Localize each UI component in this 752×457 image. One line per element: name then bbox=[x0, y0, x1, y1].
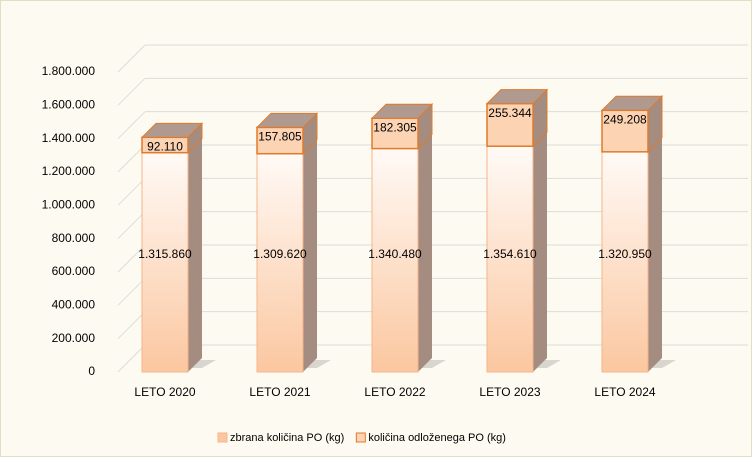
x-tick-label: LETO 2024 bbox=[594, 385, 655, 399]
grid-line-depth bbox=[117, 177, 146, 206]
y-tick-label: 1.800.000 bbox=[42, 64, 96, 78]
bar-side bbox=[648, 137, 662, 372]
bar bbox=[141, 152, 189, 373]
grid-line-depth bbox=[117, 244, 146, 273]
bar-top bbox=[485, 89, 549, 105]
y-tick-label: 1.000.000 bbox=[42, 198, 96, 212]
bar bbox=[371, 148, 419, 373]
y-tick-label: 1.400.000 bbox=[42, 131, 96, 145]
legend-swatch bbox=[355, 432, 366, 443]
data-label: 1.309.620 bbox=[253, 247, 307, 261]
grid-line-depth bbox=[117, 111, 146, 140]
legend-label: zbrana količina PO (kg) bbox=[230, 432, 344, 444]
grid-line-depth bbox=[117, 211, 146, 240]
grid-line-depth bbox=[117, 44, 146, 73]
bar bbox=[601, 151, 649, 373]
data-label: 157.805 bbox=[258, 130, 302, 144]
data-label: 1.354.610 bbox=[483, 247, 537, 261]
data-label: 249.208 bbox=[603, 112, 647, 126]
x-tick-label: LETO 2023 bbox=[479, 385, 540, 399]
data-label: 1.315.860 bbox=[138, 247, 192, 261]
bar-top bbox=[600, 95, 664, 111]
grid-line-depth bbox=[117, 344, 146, 373]
y-tick-label: 600.000 bbox=[52, 264, 96, 278]
y-tick-label: 0 bbox=[88, 364, 95, 378]
bar-side bbox=[533, 132, 547, 372]
y-tick-label: 400.000 bbox=[52, 298, 96, 312]
y-tick-label: 1.200.000 bbox=[42, 164, 96, 178]
data-label: 1.320.950 bbox=[598, 247, 652, 261]
grid-line-depth bbox=[117, 311, 146, 340]
bar-top bbox=[370, 103, 434, 119]
x-tick-label: LETO 2020 bbox=[134, 385, 195, 399]
data-label: 92.110 bbox=[147, 140, 183, 154]
grid-line-depth bbox=[117, 277, 146, 306]
data-label: 255.344 bbox=[488, 106, 532, 120]
y-tick-label: 200.000 bbox=[52, 331, 96, 345]
bar-top bbox=[255, 112, 319, 128]
bar bbox=[486, 145, 534, 373]
x-tick-label: LETO 2022 bbox=[364, 385, 425, 399]
data-label: 1.340.480 bbox=[368, 247, 422, 261]
y-tick-label: 1.600.000 bbox=[42, 98, 96, 112]
bar bbox=[256, 153, 304, 373]
x-tick-label: LETO 2021 bbox=[249, 385, 310, 399]
bar-side bbox=[303, 139, 317, 372]
legend-label: količina odloženega PO (kg) bbox=[368, 432, 506, 444]
bar-top bbox=[140, 122, 204, 138]
grid-line-depth bbox=[117, 77, 146, 106]
data-label: 182.305 bbox=[373, 120, 417, 134]
y-tick-label: 800.000 bbox=[52, 231, 96, 245]
bar-side bbox=[418, 134, 432, 372]
bar-side bbox=[188, 138, 202, 372]
bar bbox=[371, 117, 419, 150]
grid-line-depth bbox=[117, 144, 146, 173]
legend-swatch bbox=[217, 432, 228, 443]
